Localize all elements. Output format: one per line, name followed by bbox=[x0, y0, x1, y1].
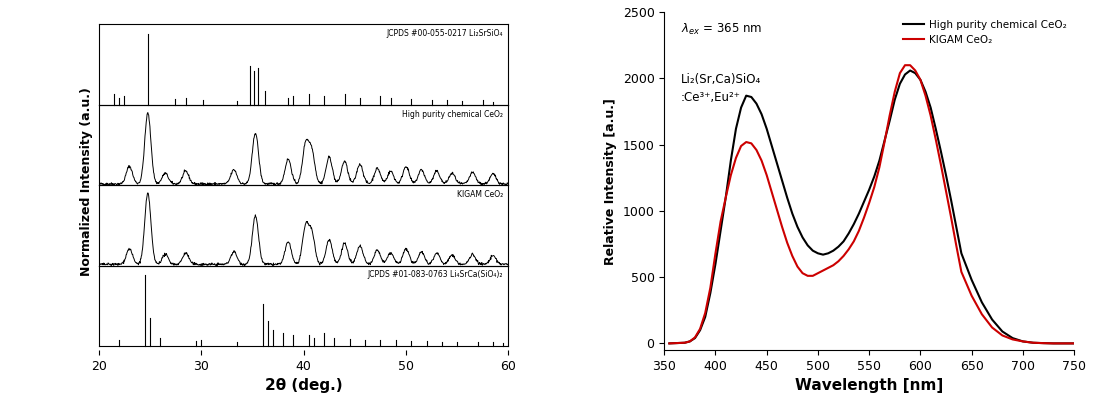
Text: High purity chemical CeO₂: High purity chemical CeO₂ bbox=[402, 109, 503, 118]
X-axis label: 2θ (deg.): 2θ (deg.) bbox=[265, 378, 342, 393]
KIGAM CeO₂ bbox=[811, 271, 824, 276]
KIGAM CeO₂ bbox=[899, 63, 912, 68]
Text: Li₂(Sr,Ca)SiO₄
:Ce³⁺,Eu²⁺: Li₂(Sr,Ca)SiO₄ :Ce³⁺,Eu²⁺ bbox=[681, 73, 761, 104]
KIGAM CeO₂ bbox=[1027, 340, 1040, 345]
High purity chemical CeO₂ bbox=[811, 251, 824, 256]
High purity chemical CeO₂ bbox=[1068, 341, 1081, 346]
KIGAM CeO₂ bbox=[1068, 341, 1081, 346]
X-axis label: Wavelength [nm]: Wavelength [nm] bbox=[795, 378, 944, 393]
Line: High purity chemical CeO₂: High purity chemical CeO₂ bbox=[670, 70, 1074, 344]
High purity chemical CeO₂ bbox=[663, 341, 676, 346]
High purity chemical CeO₂ bbox=[1027, 340, 1040, 345]
Text: JCPDS #00-055-0217 Li₂SrSiO₄: JCPDS #00-055-0217 Li₂SrSiO₄ bbox=[387, 29, 503, 38]
KIGAM CeO₂ bbox=[724, 173, 738, 177]
High purity chemical CeO₂ bbox=[713, 228, 727, 233]
KIGAM CeO₂ bbox=[934, 162, 947, 167]
Text: JCPDS #01-083-0763 Li₄SrCa(SiO₄)₂: JCPDS #01-083-0763 Li₄SrCa(SiO₄)₂ bbox=[368, 270, 503, 279]
Legend: High purity chemical CeO₂, KIGAM CeO₂: High purity chemical CeO₂, KIGAM CeO₂ bbox=[899, 15, 1071, 49]
Y-axis label: Relative Intensity [a.u.]: Relative Intensity [a.u.] bbox=[604, 98, 617, 265]
KIGAM CeO₂ bbox=[826, 263, 840, 268]
KIGAM CeO₂ bbox=[663, 341, 676, 346]
High purity chemical CeO₂ bbox=[903, 68, 916, 73]
High purity chemical CeO₂ bbox=[826, 248, 840, 253]
High purity chemical CeO₂ bbox=[934, 149, 947, 154]
Y-axis label: Normalized Intensity (a.u.): Normalized Intensity (a.u.) bbox=[80, 87, 93, 276]
Text: $\lambda_{ex}$ = 365 nm: $\lambda_{ex}$ = 365 nm bbox=[681, 22, 762, 37]
Text: KIGAM CeO₂: KIGAM CeO₂ bbox=[457, 190, 503, 199]
Line: KIGAM CeO₂: KIGAM CeO₂ bbox=[670, 65, 1074, 344]
High purity chemical CeO₂ bbox=[724, 158, 738, 163]
KIGAM CeO₂ bbox=[713, 219, 727, 224]
